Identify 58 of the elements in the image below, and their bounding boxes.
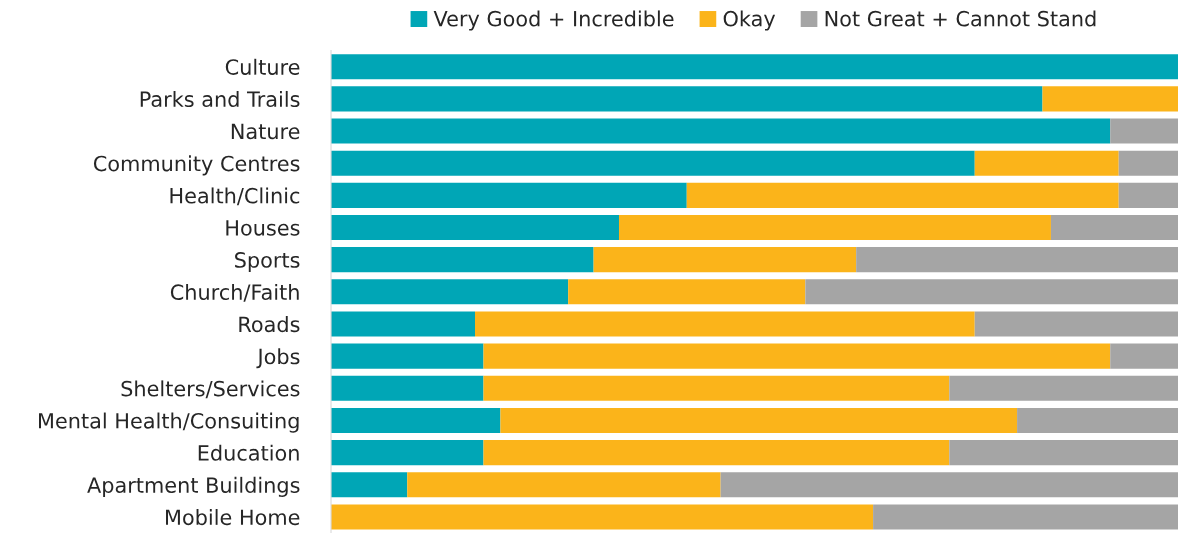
- y-tick-label: Mental Health/Consuiting: [39, 412, 299, 433]
- bar: [618, 214, 1051, 241]
- legend-label: Not Great + Cannot Stand: [825, 10, 1096, 27]
- y-tick-label: Community Centres: [93, 155, 300, 176]
- bar: [805, 279, 1178, 305]
- bar: [483, 375, 950, 401]
- bar: [1110, 118, 1178, 144]
- y-tick-label: Culture: [225, 58, 300, 75]
- bar: [1110, 343, 1178, 369]
- bar: [949, 375, 1178, 401]
- y-tick-label: Apartment Buildings: [87, 476, 300, 498]
- bar: [331, 247, 594, 273]
- y-tick-label: Parks and Trails: [140, 90, 300, 108]
- bar: [500, 407, 1018, 433]
- bar: [331, 54, 1178, 80]
- bar: [331, 407, 501, 433]
- y-tick-label: Church/Faith: [170, 283, 299, 302]
- legend-label: Very Good + Incredible: [433, 10, 674, 31]
- y-tick-label: Sports: [235, 252, 300, 272]
- bar: [331, 440, 484, 466]
- bar: [1017, 407, 1178, 433]
- bar: [483, 343, 1111, 369]
- bar: [974, 150, 1119, 176]
- y-tick-label: Roads: [239, 316, 300, 333]
- y-tick-label: Jobs: [256, 348, 300, 369]
- bar: [483, 440, 950, 466]
- bar: [568, 279, 806, 305]
- y-tick-label: Houses: [226, 220, 300, 236]
- bar: [331, 214, 619, 241]
- bar: [331, 472, 408, 498]
- bar: [720, 472, 1178, 498]
- bar: [949, 440, 1178, 466]
- bar: [1042, 86, 1178, 112]
- y-tick-label: Nature: [231, 123, 300, 140]
- bar: [593, 247, 857, 273]
- bar: [1050, 214, 1178, 241]
- bar: [331, 311, 475, 337]
- bar: [331, 86, 1043, 112]
- y-tick-label: Education: [198, 444, 299, 461]
- bar: [331, 182, 687, 208]
- y-tick-label: Mobile Home: [166, 509, 300, 526]
- bar: [856, 247, 1178, 273]
- bar: [331, 118, 1111, 144]
- legend-label: Okay: [723, 10, 776, 31]
- bar: [331, 504, 874, 530]
- bar: [1118, 150, 1178, 176]
- bar: [407, 472, 721, 498]
- y-tick-label: Health/Clinic: [170, 187, 300, 206]
- y-tick-label: Shelters/Services: [121, 380, 300, 399]
- bar: [475, 311, 975, 337]
- bar: [873, 504, 1178, 530]
- bar: [1118, 182, 1178, 208]
- bar: [331, 375, 484, 401]
- bar: [686, 182, 1119, 208]
- bar: [331, 150, 975, 176]
- bar: [331, 279, 569, 305]
- bar: [974, 311, 1178, 337]
- bar: [331, 343, 484, 369]
